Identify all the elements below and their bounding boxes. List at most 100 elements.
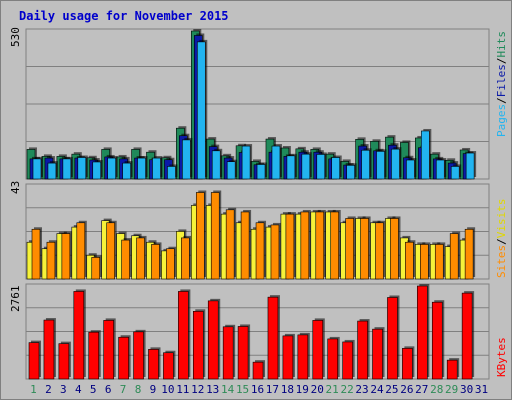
x-tick-label: 28 <box>430 383 444 396</box>
traffic-pages-bar <box>211 148 223 180</box>
visits-sites-bar <box>405 240 416 280</box>
x-tick-label: 11 <box>176 383 190 396</box>
visits-sites-bar <box>151 242 162 280</box>
kbytes-kbytes-bar <box>267 295 280 380</box>
kbytes-kbytes-bar <box>192 309 206 380</box>
x-tick-label: 17 <box>265 383 280 396</box>
traffic-pages-bar <box>316 152 327 180</box>
x-tick-label: 7 <box>119 383 127 396</box>
kbytes-kbytes-bar <box>163 350 176 380</box>
traffic-pages-bar <box>32 156 43 180</box>
x-tick-label: 25 <box>385 383 399 396</box>
traffic-pages-bar <box>421 128 432 180</box>
traffic-pages-bar <box>450 164 462 180</box>
x-tick-label: 6 <box>104 383 112 396</box>
visits-sites-bar <box>270 222 281 280</box>
traffic-pages-bar <box>301 152 312 180</box>
traffic-pages-bar <box>196 39 208 180</box>
traffic-pages-bar <box>167 164 178 180</box>
kbytes-kbytes-bar <box>282 333 295 380</box>
kbytes-kbytes-bar <box>237 324 251 380</box>
kbytes-kbytes-bar <box>103 318 116 380</box>
traffic-pages-bar <box>465 151 477 180</box>
traffic-pages-bar <box>346 163 357 180</box>
kbytes-kbytes-bar <box>297 332 310 380</box>
kbytes-kbytes-bar <box>402 346 415 380</box>
chart-title: Daily usage for November 2015 <box>19 9 229 23</box>
traffic-pages-bar <box>152 156 163 180</box>
x-tick-label: 1 <box>30 383 37 396</box>
x-tick-label: 8 <box>134 383 142 396</box>
kbytes-kbytes-bar <box>342 339 355 380</box>
traffic-max-label: 530 <box>9 27 22 47</box>
visits-sites-bar <box>345 216 356 280</box>
x-tick-label: 29 <box>445 383 459 396</box>
visits-sites-bar <box>225 207 237 280</box>
traffic-pages-bar <box>331 155 342 180</box>
visits-right-label: Sites/Visits <box>495 198 508 279</box>
x-tick-label: 27 <box>415 383 429 396</box>
traffic-pages-bar <box>271 144 282 180</box>
kbytes-kbytes-bar <box>73 289 86 380</box>
x-tick-label: 13 <box>206 383 220 396</box>
visits-sites-bar <box>195 190 207 280</box>
visits-sites-bar <box>285 212 296 280</box>
traffic-pages-bar <box>182 137 193 180</box>
kbytes-max-label: 2761 <box>9 285 22 313</box>
kbytes-kbytes-bar <box>28 340 41 380</box>
x-tick-label: 23 <box>355 383 369 396</box>
visits-sites-bar <box>61 231 72 280</box>
x-tick-label: 26 <box>400 383 414 396</box>
kbytes-kbytes-bar <box>178 289 191 380</box>
traffic-pages-bar <box>435 158 447 180</box>
visits-max-label: 43 <box>9 180 22 194</box>
pages-legend-label: Pages <box>495 103 508 137</box>
traffic-pages-bar <box>406 158 417 180</box>
kbytes-kbytes-bar <box>222 324 236 380</box>
visits-sites-bar <box>106 220 117 280</box>
sites-legend-label: Sites <box>495 244 508 278</box>
x-tick-label: 9 <box>149 383 157 396</box>
visits-sites-bar <box>464 227 476 280</box>
visits-sites-bar <box>300 209 311 280</box>
visits-sites-bar <box>31 227 42 280</box>
visits-sites-bar <box>181 235 192 280</box>
x-tick-label: 15 <box>235 383 250 396</box>
kbytes-legend-label: KBytes <box>495 337 508 377</box>
hits-legend-label: Hits <box>495 31 508 58</box>
x-tick-label: 18 <box>280 383 294 396</box>
kbytes-kbytes-bar <box>207 298 221 380</box>
visits-sites-bar <box>390 216 401 280</box>
x-tick-label: 24 <box>370 383 384 396</box>
visits-sites-bar <box>449 231 461 280</box>
x-tick-label: 31 <box>474 383 489 396</box>
visits-sites-bar <box>360 216 371 280</box>
x-tick-label: 30 <box>459 383 474 396</box>
traffic-pages-bar <box>376 149 387 180</box>
visits-sites-bar <box>166 246 177 280</box>
x-tick-label: 21 <box>325 383 339 396</box>
kbytes-kbytes-bar <box>312 318 325 380</box>
visits-sites-bar <box>240 209 252 280</box>
traffic-pages-bar <box>47 161 58 180</box>
traffic-pages-bar <box>286 153 297 180</box>
kbytes-kbytes-bar <box>372 327 385 380</box>
kbytes-kbytes-bar <box>133 329 146 380</box>
traffic-pages-bar <box>107 156 118 180</box>
visits-sites-bar <box>255 220 267 280</box>
kbytes-kbytes-bar <box>446 358 460 380</box>
traffic-pages-bar <box>77 155 88 180</box>
kbytes-right-label: KBytes <box>495 337 508 377</box>
traffic-pages-bar <box>137 156 148 180</box>
visits-sites-bar <box>434 242 446 280</box>
traffic-pages-bar <box>122 161 133 180</box>
visits-sites-bar <box>420 242 431 280</box>
traffic-pages-bar <box>391 147 402 180</box>
visits-legend-label: Visits <box>495 198 508 239</box>
visits-sites-bar <box>136 235 147 280</box>
traffic-pages-bar <box>92 159 103 180</box>
visits-sites-bar <box>210 190 222 280</box>
x-tick-label: 22 <box>340 383 354 396</box>
kbytes-kbytes-bar <box>58 341 71 380</box>
